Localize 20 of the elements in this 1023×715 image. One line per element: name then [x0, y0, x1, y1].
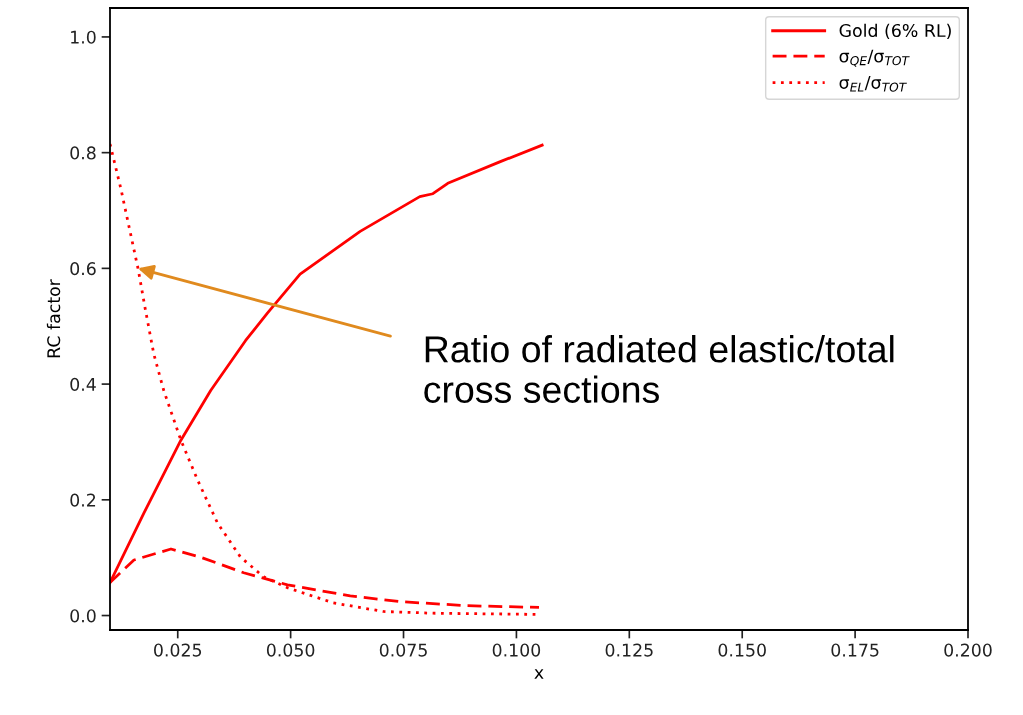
x-axis-title: x	[534, 669, 544, 679]
legend-label: Gold (6% RL)	[839, 23, 951, 40]
y-axis-title: RC factor	[46, 279, 61, 358]
x-tick-label: 0.175	[831, 643, 879, 657]
x-tick-label: 0.150	[718, 643, 766, 657]
annotation: Ratio of radiated elastic/total cross sections	[424, 335, 894, 403]
y-tick-label: 0.2	[70, 493, 96, 507]
x-tick-label: 0.200	[944, 643, 992, 657]
x-tick-label: 0.125	[605, 643, 653, 657]
legend-label: σ$_{EL}$/σ$_{TOT}$	[839, 76, 907, 92]
y-tick-label: 0.4	[70, 377, 96, 391]
x-tick-label: 0.075	[379, 643, 427, 657]
y-tick-label: 0.6	[70, 262, 96, 276]
legend-label: σ$_{QE}$/σ$_{TOT}$	[839, 49, 910, 67]
y-tick-label: 0.8	[70, 146, 96, 160]
y-tick-label: 1.0	[71, 30, 96, 44]
y-tick-label: 0.0	[70, 609, 96, 623]
x-tick-label: 0.025	[154, 643, 202, 657]
x-tick-label: 0.100	[492, 643, 541, 657]
x-tick-label: 0.050	[266, 643, 315, 657]
